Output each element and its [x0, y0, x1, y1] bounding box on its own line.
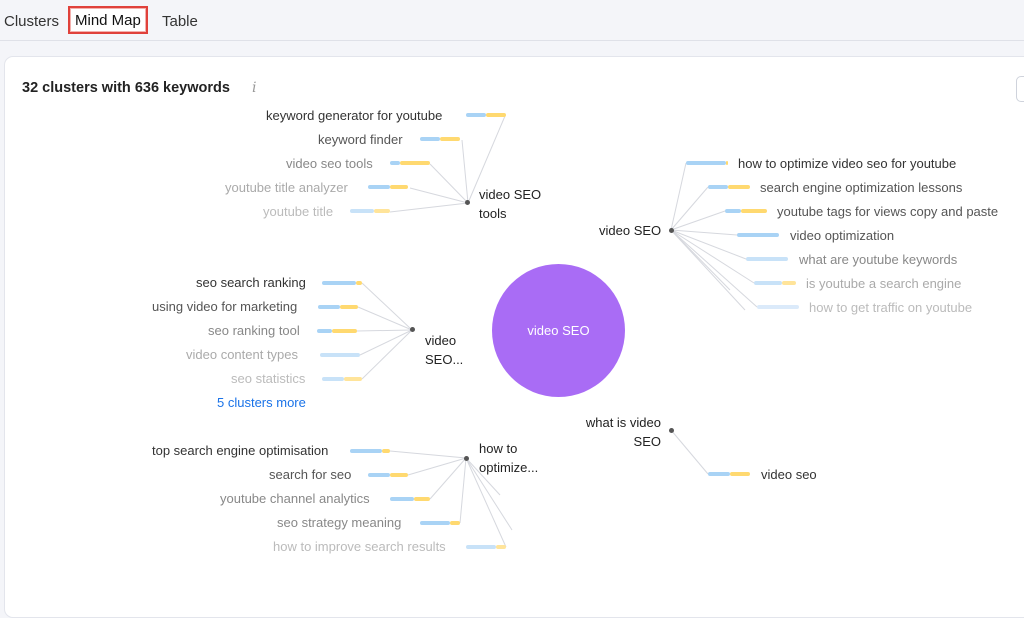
keyword-label[interactable]: how to improve search results: [273, 539, 446, 554]
keyword-difficulty-bar: [374, 209, 390, 213]
keyword-volume-bar: [725, 209, 741, 213]
keyword-volume-bar: [686, 161, 726, 165]
cluster-hub-label[interactable]: how to optimize...: [479, 439, 538, 477]
keyword-volume-bar: [322, 377, 344, 381]
keyword-label[interactable]: top search engine optimisation: [152, 443, 329, 458]
keyword-difficulty-bar: [440, 137, 460, 141]
keyword-label[interactable]: youtube title analyzer: [225, 180, 348, 195]
keyword-label[interactable]: video seo tools: [286, 156, 373, 171]
cluster-hub-line: SEO: [633, 434, 661, 449]
keyword-volume-bar: [350, 449, 382, 453]
cluster-hub-label[interactable]: what is video SEO: [581, 413, 661, 451]
cluster-node-dot: [410, 327, 415, 332]
keyword-label[interactable]: is youtube a search engine: [806, 276, 962, 291]
cluster-hub-label[interactable]: video SEO tools: [479, 185, 541, 223]
keyword-label[interactable]: keyword finder: [318, 132, 403, 147]
keyword-difficulty-bar: [414, 497, 430, 501]
keyword-difficulty-bar: [382, 449, 390, 453]
keyword-volume-bar: [320, 353, 360, 357]
cluster-hub-line: tools: [479, 206, 507, 221]
tab-table[interactable]: Table: [162, 13, 198, 30]
keyword-label[interactable]: seo statistics: [231, 371, 306, 386]
keyword-difficulty-bar: [356, 281, 362, 285]
keyword-label[interactable]: video content types: [186, 347, 299, 362]
keyword-label[interactable]: youtube tags for views copy and paste: [777, 204, 999, 219]
cluster-hub-line: video SEO: [479, 187, 542, 202]
connector-lines: [356, 115, 758, 548]
keyword-volume-bar: [746, 257, 788, 261]
keyword-label[interactable]: seo ranking tool: [208, 323, 300, 338]
panel-menu-button[interactable]: [1016, 76, 1024, 102]
keyword-volume-bar: [350, 209, 374, 213]
panel-title: 32 clusters with 636 keywords: [22, 80, 230, 96]
keyword-label[interactable]: using video for marketing: [152, 299, 298, 314]
keyword-difficulty-bar: [728, 185, 750, 189]
keyword-label[interactable]: search engine optimization lessons: [760, 180, 963, 195]
keyword-volume-bar: [390, 497, 414, 501]
more-clusters-link[interactable]: 5 clusters more: [217, 395, 306, 410]
keyword-label[interactable]: video seo: [761, 467, 817, 482]
keyword-volume-bar: [466, 113, 486, 117]
keyword-difficulty-bar: [390, 473, 408, 477]
keyword-volume-bar: [708, 185, 728, 189]
keyword-label[interactable]: video optimization: [790, 228, 895, 243]
keyword-volume-bar: [466, 545, 496, 549]
keyword-volume-bar: [318, 305, 340, 309]
cluster-hub-label[interactable]: video SEO...: [425, 331, 463, 369]
cluster-node-dot: [464, 456, 469, 461]
view-tabs: Clusters Mind Map Table: [0, 0, 1024, 41]
keyword-volume-bar: [368, 473, 390, 477]
keyword-volume-bar: [708, 472, 730, 476]
keyword-volume-bar: [737, 233, 779, 237]
cluster-hub-label[interactable]: video SEO: [599, 223, 662, 238]
keyword-difficulty-bar: [390, 185, 408, 189]
keyword-difficulty-bar: [782, 281, 796, 285]
cluster-hub-line: video: [425, 333, 457, 348]
cluster-hub-line: what is video: [585, 415, 661, 430]
keyword-label[interactable]: keyword generator for youtube: [266, 108, 443, 123]
keyword-difficulty-bar: [486, 113, 506, 117]
center-topic-node[interactable]: video SEO: [492, 264, 625, 397]
tab-clusters[interactable]: Clusters: [4, 13, 60, 30]
cluster-hub-line: optimize...: [479, 460, 539, 475]
keyword-difficulty-bar: [332, 329, 357, 333]
keyword-difficulty-bar: [496, 545, 506, 549]
keyword-label[interactable]: seo strategy meaning: [277, 515, 402, 530]
keyword-volume-bar: [390, 161, 400, 165]
keyword-difficulty-bar: [741, 209, 767, 213]
keyword-volume-bar: [420, 137, 440, 141]
keyword-difficulty-bar: [730, 472, 750, 476]
keyword-label[interactable]: search for seo: [269, 467, 352, 482]
cluster-node-dot: [669, 228, 674, 233]
keyword-volume-bar: [420, 521, 450, 525]
cluster-hub-line: SEO...: [425, 352, 464, 367]
keyword-volume-bar: [368, 185, 390, 189]
keyword-label[interactable]: how to optimize video seo for youtube: [738, 156, 957, 171]
tab-mind-map[interactable]: Mind Map: [68, 6, 148, 34]
keyword-label[interactable]: seo search ranking: [196, 275, 306, 290]
keyword-difficulty-bar: [450, 521, 460, 525]
keyword-volume-bar: [317, 329, 332, 333]
cluster-node-dot: [669, 428, 674, 433]
keyword-difficulty-bar: [344, 377, 362, 381]
keyword-difficulty-bar: [726, 161, 728, 165]
keyword-label[interactable]: youtube title: [263, 204, 334, 219]
info-icon[interactable]: i: [252, 80, 257, 96]
cluster-hub-line: how to: [479, 441, 518, 456]
keyword-label[interactable]: what are youtube keywords: [799, 252, 958, 267]
keyword-volume-bar: [754, 281, 782, 285]
cluster-node-dot: [465, 200, 470, 205]
keyword-difficulty-bar: [400, 161, 430, 165]
keyword-label[interactable]: youtube channel analytics: [220, 491, 370, 506]
keyword-volume-bar: [322, 281, 356, 285]
keyword-label[interactable]: how to get traffic on youtube: [809, 300, 973, 315]
keyword-volume-bar: [757, 305, 799, 309]
keyword-difficulty-bar: [340, 305, 358, 309]
